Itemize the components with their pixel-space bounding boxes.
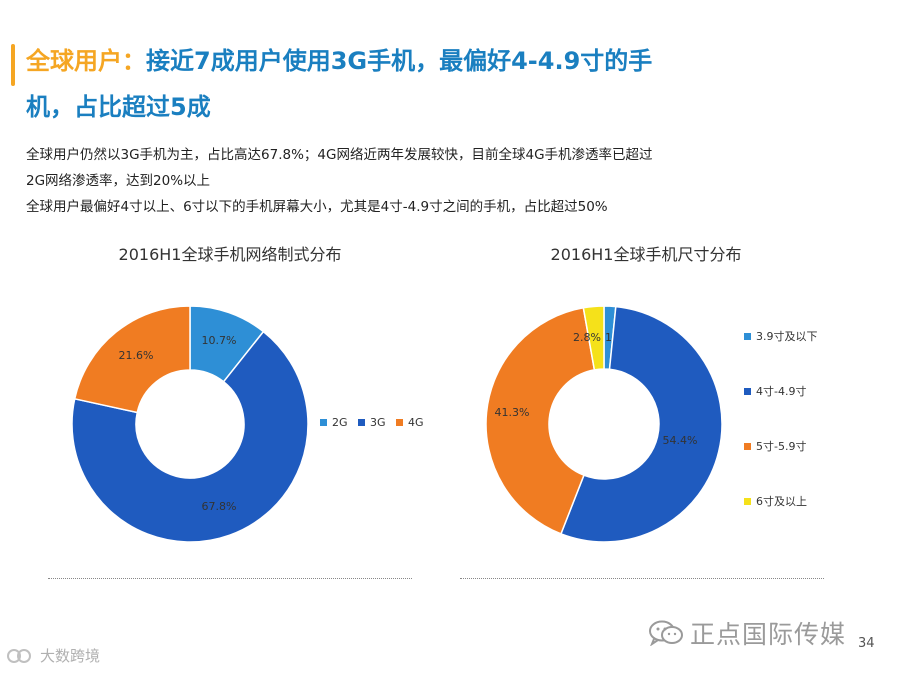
- network-legend-label-0: 2G: [332, 416, 348, 429]
- chart-size-title: 2016H1全球手机尺寸分布: [550, 245, 742, 264]
- description-line-3: 全球用户最偏好4寸以上、6寸以下的手机屏幕大小，尤其是4寸-4.9寸之间的手机，…: [26, 199, 608, 215]
- wechat-icon: [649, 620, 683, 646]
- network-legend-swatch-0: [320, 419, 327, 426]
- network-data-label-2: 21.6%: [119, 349, 154, 362]
- size-data-label-1: 54.4%: [663, 434, 698, 447]
- title-line2: 机，占比超过5成: [26, 93, 211, 121]
- network-legend-swatch-2: [396, 419, 403, 426]
- size-legend-label-3: 6寸及以上: [756, 494, 807, 508]
- network-slice-2: [73, 305, 191, 414]
- size-legend-swatch-1: [744, 388, 751, 395]
- description-line-1: 全球用户仍然以3G手机为主，占比高达67.8%；4G网络近两年发展较快，目前全球…: [26, 147, 653, 163]
- size-legend-swatch-0: [744, 333, 751, 340]
- source-watermark-text: 大数跨境: [40, 647, 101, 665]
- brand-watermark-text: 正点国际传媒: [690, 620, 847, 649]
- size-legend-label-1: 4寸-4.9寸: [756, 384, 806, 398]
- network-legend-label-1: 3G: [370, 416, 386, 429]
- size-data-label-3: 2.8%: [573, 331, 601, 344]
- size-slice-1: [559, 305, 723, 543]
- brand-watermark: 正点国际传媒: [648, 615, 846, 651]
- network-legend-swatch-1: [358, 419, 365, 426]
- title-line1: 接近7成用户使用3G手机，最偏好4-4.9寸的手: [146, 47, 653, 75]
- size-legend-swatch-3: [744, 498, 751, 505]
- chart-size-divider: [460, 578, 824, 579]
- size-legend-label-0: 3.9寸及以下: [756, 329, 818, 343]
- network-slice-1: [71, 330, 309, 543]
- title-highlight: 全球用户：: [26, 47, 146, 75]
- chart-network-title: 2016H1全球手机网络制式分布: [118, 245, 342, 264]
- source-logo-icon: [7, 648, 31, 663]
- chart-network-divider: [48, 578, 412, 579]
- network-legend-label-2: 4G: [408, 416, 424, 429]
- title-accent-bar: [11, 44, 15, 86]
- network-data-label-0: 10.7%: [202, 334, 237, 347]
- size-slice-2: [485, 306, 596, 535]
- source-watermark: 大数跨境: [6, 645, 100, 666]
- page-title: 全球用户：接近7成用户使用3G手机，最偏好4-4.9寸的手 机，占比超过5成: [26, 38, 726, 130]
- size-legend-swatch-2: [744, 443, 751, 450]
- size-slice-3: [582, 305, 605, 371]
- network-data-label-1: 67.8%: [202, 500, 237, 513]
- size-data-label-2: 41.3%: [495, 406, 530, 419]
- size-legend-label-2: 5寸-5.9寸: [756, 439, 806, 453]
- page-number: 34: [858, 636, 875, 651]
- description: 全球用户仍然以3G手机为主，占比高达67.8%；4G网络近两年发展较快，目前全球…: [26, 142, 786, 220]
- description-line-2: 2G网络渗透率，达到20%以上: [26, 173, 211, 189]
